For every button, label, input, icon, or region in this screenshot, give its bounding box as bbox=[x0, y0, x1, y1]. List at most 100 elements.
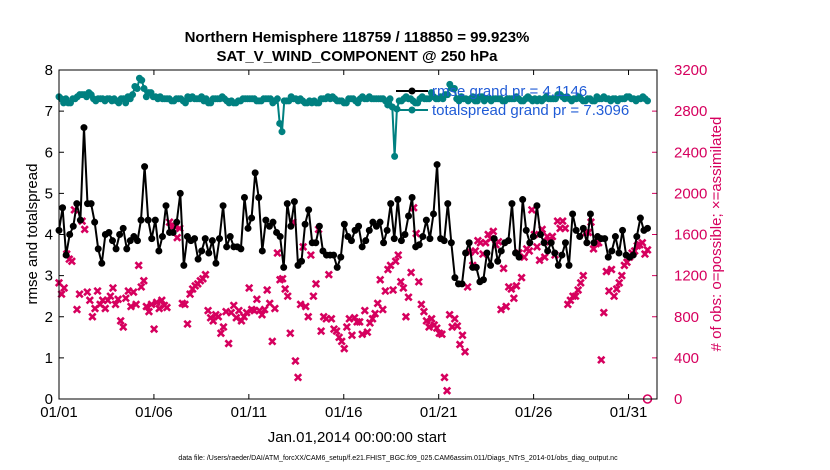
obs-point bbox=[201, 270, 210, 279]
rmse-point bbox=[151, 216, 159, 224]
rmse-point bbox=[301, 220, 309, 228]
obs-point bbox=[327, 314, 336, 323]
rmse-point bbox=[608, 247, 616, 255]
rmse-point bbox=[619, 226, 627, 234]
obs-point bbox=[216, 329, 226, 338]
obs-point bbox=[401, 312, 411, 321]
obs-point bbox=[301, 302, 310, 311]
rmse-point bbox=[387, 200, 395, 208]
obs-point bbox=[347, 331, 357, 340]
y-right-tick-label: 0 bbox=[674, 391, 682, 408]
obs-point bbox=[597, 355, 606, 365]
obs-point bbox=[360, 306, 369, 315]
obs-point bbox=[342, 322, 351, 332]
obs-point bbox=[121, 294, 130, 303]
obs-point bbox=[332, 327, 341, 336]
obs-point bbox=[273, 248, 282, 258]
rmse-point bbox=[119, 224, 127, 232]
obs-point bbox=[113, 295, 123, 304]
obs-point bbox=[180, 300, 190, 309]
x-tick-label: 01/01 bbox=[40, 404, 78, 421]
rmse-point bbox=[451, 274, 459, 282]
obs-point bbox=[548, 232, 557, 241]
rmse-point bbox=[494, 257, 502, 265]
rmse-point bbox=[430, 210, 438, 218]
rmse-point bbox=[611, 233, 619, 241]
rmse-point bbox=[87, 200, 95, 208]
rmse-point bbox=[604, 253, 612, 261]
obs-point bbox=[638, 238, 647, 247]
obs-point bbox=[615, 278, 624, 287]
obs-point bbox=[317, 327, 326, 336]
rmse-point bbox=[337, 253, 345, 261]
obs-point bbox=[363, 328, 372, 337]
rmse-point bbox=[487, 261, 495, 269]
rmse-point bbox=[262, 216, 270, 224]
x-tick-label: 01/11 bbox=[231, 404, 267, 421]
totalspread-point bbox=[444, 91, 452, 99]
rmse-point bbox=[191, 235, 199, 243]
obs-point bbox=[509, 294, 518, 303]
obs-point bbox=[155, 304, 164, 313]
obs-point bbox=[417, 300, 426, 309]
obs-point bbox=[602, 267, 611, 276]
obs-point bbox=[88, 312, 97, 321]
x-tick-label: 01/31 bbox=[610, 404, 648, 421]
obs-point bbox=[101, 304, 110, 313]
rmse-point bbox=[479, 276, 487, 284]
rmse-point bbox=[579, 224, 587, 232]
obs-point bbox=[355, 317, 364, 327]
totalspread-point bbox=[133, 85, 141, 93]
rmse-point bbox=[73, 200, 81, 208]
rmse-point bbox=[576, 233, 584, 241]
obs-point bbox=[142, 302, 151, 311]
series-totalspread bbox=[55, 74, 652, 160]
obs-point bbox=[126, 302, 136, 311]
obs-point bbox=[520, 252, 529, 262]
obs-point bbox=[252, 295, 262, 304]
rmse-point bbox=[162, 202, 170, 210]
rmse-point bbox=[248, 214, 256, 222]
obs-point bbox=[422, 316, 431, 325]
rmse-point bbox=[305, 206, 313, 214]
obs-point bbox=[173, 233, 182, 242]
obs-point bbox=[455, 340, 465, 349]
obs-point bbox=[419, 307, 429, 316]
obs-point bbox=[404, 293, 413, 302]
obs-point bbox=[527, 205, 536, 214]
obs-point bbox=[368, 314, 377, 323]
obs-point bbox=[617, 271, 626, 280]
y-tick-label: 0 bbox=[45, 391, 53, 408]
rmse-point bbox=[216, 235, 224, 243]
rmse-point bbox=[69, 222, 77, 230]
rmse-point bbox=[376, 218, 384, 226]
obs-point bbox=[394, 250, 403, 260]
rmse-point bbox=[315, 222, 323, 230]
rmse-point bbox=[62, 251, 70, 259]
obs-point bbox=[157, 296, 166, 305]
y-tick-label: 1 bbox=[45, 350, 53, 367]
obs-point bbox=[460, 347, 470, 356]
totalspread-point bbox=[278, 128, 286, 136]
obs-point bbox=[152, 298, 161, 307]
rmse-point bbox=[583, 239, 591, 247]
obs-point bbox=[358, 330, 367, 339]
rmse-point bbox=[244, 224, 252, 232]
rmse-point bbox=[415, 241, 423, 249]
rmse-point bbox=[390, 235, 398, 243]
series-rmse bbox=[55, 124, 652, 288]
obs-point bbox=[260, 305, 269, 314]
rmse-point bbox=[408, 193, 416, 201]
y-tick-label: 5 bbox=[45, 185, 53, 202]
rmse-point bbox=[198, 247, 206, 255]
obs-point bbox=[304, 312, 313, 321]
chart-title: Northern Hemisphere 118759 / 118850 = 99… bbox=[185, 29, 530, 46]
rmse-point bbox=[540, 239, 548, 247]
rmse-point bbox=[483, 249, 491, 257]
rmse-point bbox=[397, 237, 405, 245]
obs-point bbox=[499, 264, 508, 273]
obs-point bbox=[589, 244, 598, 254]
obs-point bbox=[306, 250, 315, 260]
y-right-axis-label: # of obs: o=possible; ×=assimilated bbox=[708, 117, 725, 352]
x-tick-label: 01/16 bbox=[325, 404, 363, 421]
